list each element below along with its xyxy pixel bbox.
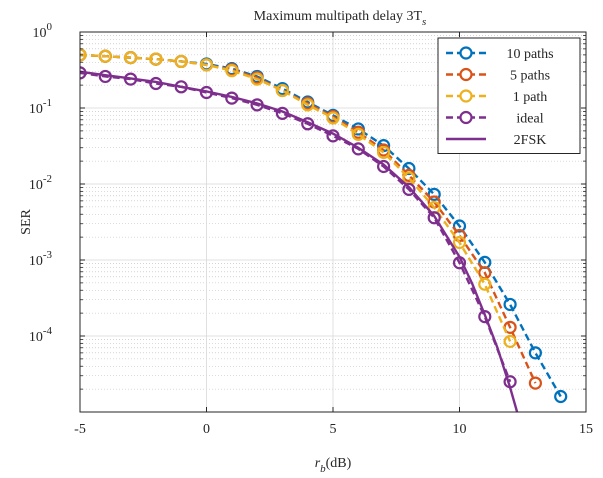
- x-axis-label-subscript: b: [320, 463, 326, 475]
- series-2fsk: [80, 70, 519, 412]
- series-line: [80, 53, 537, 384]
- series-line: [80, 71, 512, 383]
- y-tick-label: 10-4: [29, 325, 53, 345]
- x-axis-label: rb(dB): [315, 456, 352, 475]
- data-point: [225, 64, 239, 78]
- legend-item: 5 paths: [446, 67, 550, 84]
- data-point: [452, 235, 467, 250]
- legend-label: 2FSK: [514, 133, 547, 148]
- data-point: [351, 142, 365, 156]
- data-point: [301, 98, 315, 112]
- legend-swatch-marker: [459, 67, 473, 82]
- data-point: [427, 187, 441, 201]
- y-tick-label: 10-2: [29, 173, 52, 193]
- data-point: [427, 211, 441, 225]
- data-point: [452, 219, 467, 233]
- legend: 10 paths 5 paths 1 path ideal 2FSK: [437, 37, 581, 154]
- series-layer: [80, 48, 568, 412]
- x-tick-label: -5: [74, 422, 86, 437]
- data-point: [554, 389, 568, 404]
- x-tick-label: 10: [453, 422, 467, 437]
- data-point: [98, 49, 112, 63]
- x-tick-label: 5: [330, 422, 337, 437]
- data-point: [377, 159, 391, 174]
- legend-label: 5 paths: [510, 69, 550, 84]
- legend-label: 1 path: [513, 90, 548, 105]
- data-point: [351, 127, 365, 141]
- data-point: [124, 51, 138, 65]
- x-axis-label-var: r: [315, 456, 321, 471]
- data-point: [250, 72, 264, 86]
- data-point: [149, 52, 163, 66]
- legend-item: 2FSK: [446, 133, 546, 148]
- ticks-layer: -5 0 5 10 15 100 10-1 10-2 10-3 10-4: [29, 21, 593, 437]
- data-point: [174, 54, 188, 69]
- data-point: [528, 346, 543, 360]
- data-point: [275, 83, 289, 98]
- chart-title: Maximum multipath delay 3Ts: [254, 9, 427, 28]
- y-tick-label: 100: [33, 21, 53, 41]
- data-point: [478, 309, 492, 324]
- legend-label: 10 paths: [506, 47, 553, 62]
- legend-item: 10 paths: [446, 46, 554, 62]
- y-axis-label: SER: [19, 209, 34, 235]
- data-point: [528, 376, 543, 390]
- data-point: [478, 277, 492, 291]
- x-tick-label: 15: [579, 422, 593, 437]
- legend-swatch-marker: [459, 46, 473, 60]
- data-point: [80, 48, 87, 62]
- legend-swatch-marker: [459, 110, 473, 125]
- legend-item: 1 path: [446, 89, 548, 105]
- series-ideal: [80, 66, 517, 389]
- data-point: [503, 297, 517, 312]
- data-point: [377, 145, 391, 160]
- legend-swatch-marker: [459, 89, 473, 103]
- series-line: [80, 70, 519, 412]
- legend-item: ideal: [446, 110, 544, 127]
- data-point: [199, 58, 214, 72]
- y-tick-label: 10-1: [29, 97, 52, 117]
- y-tick-label: 10-3: [29, 249, 53, 269]
- x-axis-label-suffix: (dB): [326, 456, 352, 471]
- x-tick-label: 0: [203, 422, 210, 437]
- chart-title-subscript: s: [422, 16, 426, 28]
- data-point: [326, 111, 340, 125]
- legend-label: ideal: [516, 112, 543, 127]
- data-point: [402, 182, 416, 196]
- data-point: [503, 334, 517, 348]
